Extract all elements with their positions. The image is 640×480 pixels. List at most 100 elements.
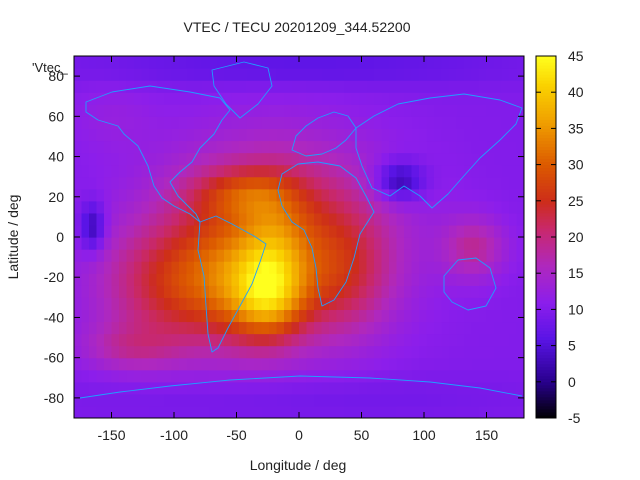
heatmap-cell [276,68,285,81]
heatmap-cell [156,381,165,395]
heatmap-cell [261,381,270,395]
heatmap-cell [239,405,248,418]
heatmap-cell [111,212,120,226]
heatmap-cell [104,140,113,154]
colorbar-segment [536,203,556,208]
heatmap-cell [231,237,240,250]
heatmap-cell [486,80,495,93]
heatmap-cell [306,405,315,418]
heatmap-cell [374,80,383,93]
heatmap-cell [389,140,398,154]
heatmap-cell [516,333,524,347]
heatmap-cell [299,104,308,117]
colorbar-segment [536,267,556,271]
x-tick-label: 150 [475,427,499,443]
colorbar-segment [536,405,556,410]
heatmap-cell [494,309,503,323]
heatmap-cell [471,188,480,202]
heatmap-cell [359,261,368,274]
heatmap-cell [216,381,225,395]
heatmap-cell [276,297,285,310]
heatmap-cell [96,285,105,298]
heatmap-cell [194,381,203,395]
heatmap-cell [111,128,120,142]
heatmap-cell [351,345,360,359]
heatmap-cell [321,273,330,286]
colorbar-segment [536,375,556,380]
heatmap-cell [419,237,428,250]
heatmap-cell [96,321,105,335]
heatmap-cell [516,297,524,310]
colorbar-segment [536,68,556,72]
heatmap-cell [74,381,83,395]
heatmap-cell [321,249,330,262]
heatmap-cell [261,152,270,166]
heatmap-cell [486,152,495,166]
heatmap-cell [164,285,173,298]
heatmap-cell [254,273,263,286]
heatmap-cell [186,80,195,93]
heatmap-cell [411,381,420,395]
heatmap-cell [434,309,443,323]
heatmap-cell [509,405,518,418]
heatmap-cell [119,68,128,81]
heatmap-cell [186,176,195,190]
heatmap-cell [149,224,158,238]
colorbar-segment [536,164,556,169]
colorbar-segment [536,339,556,344]
heatmap-cell [509,249,518,262]
heatmap-cell [486,357,495,371]
heatmap-cell [194,116,203,129]
heatmap-cell [96,297,105,310]
heatmap-cell [141,357,150,371]
heatmap-cell [494,152,503,166]
heatmap-cell [126,128,135,142]
heatmap-cell [96,237,105,250]
heatmap-cell [419,285,428,298]
heatmap-cell [479,249,488,262]
heatmap-cell [209,116,218,129]
heatmap-cell [74,249,83,262]
heatmap-cell [359,128,368,142]
heatmap-cell [276,116,285,129]
heatmap-cell [119,116,128,129]
heatmap-cell [156,92,165,105]
heatmap-cell [171,237,180,250]
heatmap-cell [314,164,323,178]
heatmap-cell [404,285,413,298]
heatmap-cell [419,273,428,286]
heatmap-cell [351,237,360,250]
heatmap-cell [291,68,300,81]
heatmap-cell [186,261,195,274]
heatmap-cell [179,140,188,154]
heatmap-cell [456,405,465,418]
heatmap-cell [246,176,255,190]
heatmap-cell [164,369,173,383]
colorbar-tick-label: 15 [568,265,584,281]
heatmap-cell [149,68,158,81]
heatmap-cell [194,176,203,190]
heatmap-cell [134,164,143,178]
heatmap-cell [201,128,210,142]
heatmap-cell [314,309,323,323]
heatmap-cell [456,333,465,347]
heatmap-cell [344,261,353,274]
heatmap-cell [201,237,210,250]
y-tick-label: -60 [44,350,64,366]
heatmap-cell [419,309,428,323]
heatmap-cell [231,68,240,81]
heatmap-cell [516,152,524,166]
heatmap-cell [344,56,353,69]
heatmap-cell [74,309,83,323]
colorbar-segment [536,158,556,163]
heatmap-cell [359,357,368,371]
heatmap-cell [329,104,338,117]
heatmap-cell [359,56,368,69]
heatmap-cell [201,152,210,166]
heatmap-cell [426,345,435,359]
heatmap-cell [321,128,330,142]
heatmap-cell [366,68,375,81]
heatmap-cell [494,176,503,190]
heatmap-cell [434,188,443,202]
